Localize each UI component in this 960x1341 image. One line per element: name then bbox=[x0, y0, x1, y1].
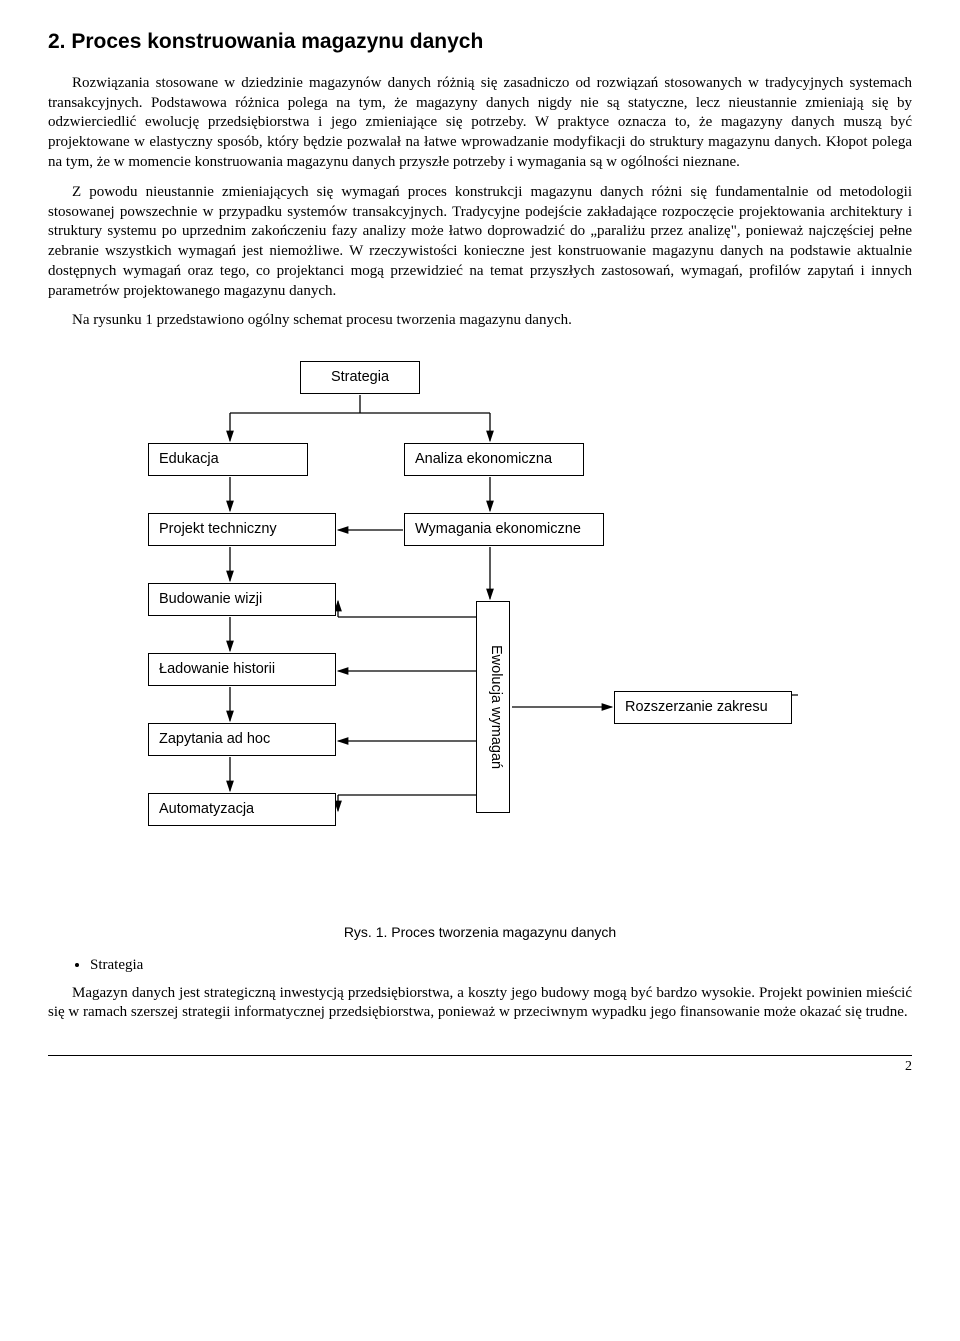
section-heading: 2. Proces konstruowania magazynu danych bbox=[48, 28, 912, 56]
page-footer: 2 bbox=[48, 1055, 912, 1076]
paragraph: Magazyn danych jest strategiczną inwesty… bbox=[48, 984, 912, 1024]
node-strategia: Strategia bbox=[300, 361, 420, 394]
bullet-list: Strategia bbox=[48, 956, 912, 976]
node-budowanie: Budowanie wizji bbox=[148, 583, 336, 616]
node-automatyzacja: Automatyzacja bbox=[148, 793, 336, 826]
paragraph: Na rysunku 1 przedstawiono ogólny schema… bbox=[48, 311, 912, 331]
node-edukacja: Edukacja bbox=[148, 443, 308, 476]
bullet-item: Strategia bbox=[90, 956, 912, 976]
node-ladowanie: Ładowanie historii bbox=[148, 653, 336, 686]
page-number: 2 bbox=[905, 1059, 912, 1074]
node-projekt: Projekt techniczny bbox=[148, 513, 336, 546]
node-zapytania: Zapytania ad hoc bbox=[148, 723, 336, 756]
figure-caption: Rys. 1. Proces tworzenia magazynu danych bbox=[48, 923, 912, 941]
paragraph: Z powodu nieustannie zmieniających się w… bbox=[48, 183, 912, 302]
node-analiza: Analiza ekonomiczna bbox=[404, 443, 584, 476]
node-rozszerzanie: Rozszerzanie zakresu bbox=[614, 691, 792, 724]
process-diagram: Strategia Edukacja Analiza ekonomiczna P… bbox=[120, 355, 840, 915]
node-ewolucja: Ewolucja wymagań bbox=[476, 601, 510, 813]
node-wymagania: Wymagania ekonomiczne bbox=[404, 513, 604, 546]
paragraph: Rozwiązania stosowane w dziedzinie magaz… bbox=[48, 74, 912, 173]
